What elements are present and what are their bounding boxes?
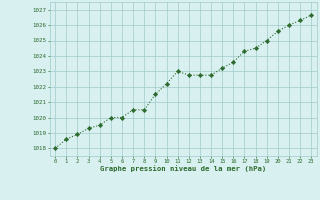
X-axis label: Graphe pression niveau de la mer (hPa): Graphe pression niveau de la mer (hPa) — [100, 165, 266, 172]
